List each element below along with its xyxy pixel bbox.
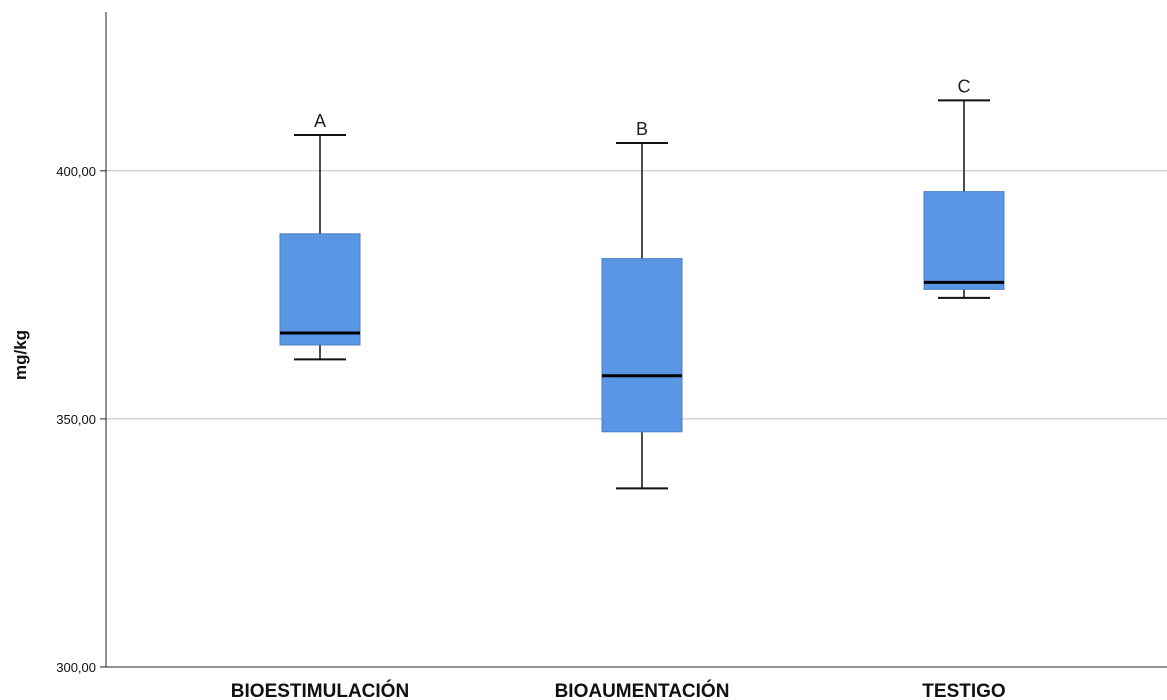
category-label: TESTIGO (922, 681, 1005, 700)
category-label: BIOAUMENTACIÓN (555, 680, 730, 700)
boxes: A B C (279, 76, 1005, 490)
y-tick-label: 400,00 (56, 164, 96, 179)
y-axis-title: mg/kg (11, 330, 30, 380)
y-tick-label: 350,00 (56, 412, 96, 427)
significance-letter: B (636, 119, 648, 139)
significance-letter: C (958, 76, 971, 96)
category-label: BIOESTIMULACIÓN (231, 680, 409, 700)
box-group: B (601, 119, 683, 490)
significance-letter: A (314, 111, 326, 131)
y-ticks: 300,00 350,00 400,00 (56, 164, 106, 675)
box-group: C (923, 76, 1005, 299)
box-group: A (279, 111, 361, 361)
y-tick-label: 300,00 (56, 660, 96, 675)
iqr-box (923, 191, 1005, 290)
iqr-box (279, 233, 361, 346)
category-labels: BIOESTIMULACIÓN BIOAUMENTACIÓN TESTIGO (231, 680, 1006, 700)
iqr-box (601, 258, 683, 433)
axes (105, 12, 1167, 668)
